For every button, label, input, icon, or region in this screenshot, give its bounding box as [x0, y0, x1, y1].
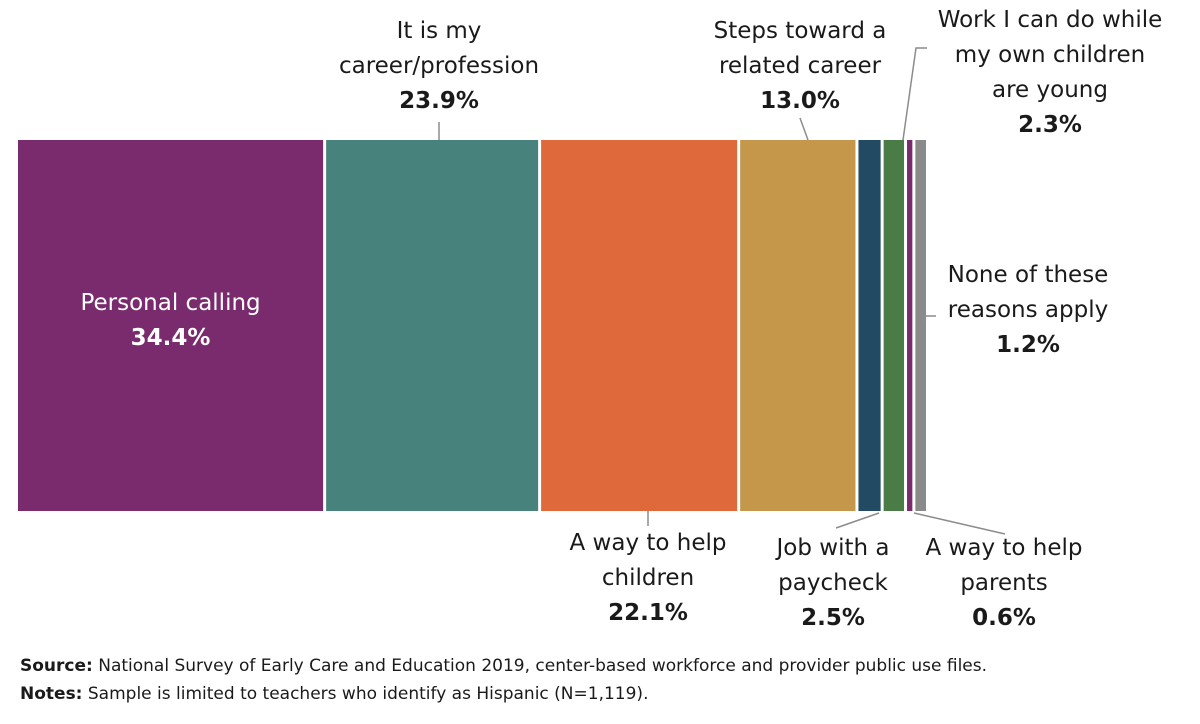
segment-label-line: paycheck	[778, 570, 888, 596]
segment-label-line: A way to help	[926, 535, 1083, 561]
segment-label-line: are young	[992, 77, 1108, 103]
segment-label-5: Job with a paycheck 2.5%	[775, 535, 890, 631]
bar-segment-1	[18, 140, 324, 511]
segment-value: 2.5%	[801, 605, 865, 631]
segment-label-line: career/profession	[339, 53, 539, 79]
segment-label-6: Work I can do while my own children are yo…	[938, 7, 1163, 138]
source-note: Source: National Survey of Early Care an…	[20, 654, 987, 678]
leader-lines	[438, 47, 1006, 535]
bar-segment-7	[907, 140, 913, 511]
segment-label-4: Steps toward a related career 13.0%	[714, 18, 887, 114]
segment-value: 23.9%	[399, 88, 479, 114]
leader-line-5	[835, 512, 880, 529]
segment-label-line: Personal calling	[80, 290, 260, 316]
segment-label-7: A way to help parents 0.6%	[926, 535, 1083, 631]
segment-label-3: A way to help children 22.1%	[570, 530, 727, 626]
bar-segment-5	[858, 140, 881, 511]
bar-segment-3	[541, 140, 738, 511]
segment-label-line: children	[602, 565, 694, 591]
segment-label-line: Work I can do while	[938, 7, 1163, 33]
leader-line-6	[902, 47, 927, 141]
segment-label-line: parents	[960, 570, 1047, 596]
bar-segment-6	[883, 140, 905, 511]
segment-value: 34.4%	[131, 325, 211, 351]
segment-label-line: It is my	[397, 18, 482, 44]
segment-label-line: Steps toward a	[714, 18, 887, 44]
segment-label-line: reasons apply	[948, 297, 1108, 323]
segment-value: 0.6%	[972, 605, 1036, 631]
notes-note: Notes: Sample is limited to teachers who…	[20, 682, 648, 706]
segment-label-line: A way to help	[570, 530, 727, 556]
segment-label-1: Personal calling 34.4%	[80, 290, 260, 351]
segment-value: 1.2%	[996, 332, 1060, 358]
bar-segment-4	[740, 140, 856, 511]
source-text: National Survey of Early Care and Educat…	[92, 656, 988, 676]
leader-line-8	[923, 315, 936, 324]
segment-value: 2.3%	[1018, 112, 1082, 138]
segment-value: 13.0%	[760, 88, 840, 114]
notes-label: Notes:	[20, 684, 83, 704]
segment-label-8: None of these reasons apply 1.2%	[948, 262, 1109, 358]
bar-segment-8	[915, 140, 926, 511]
leader-line-7	[913, 512, 1006, 535]
bar-segments	[18, 140, 926, 511]
segment-label-line: Job with a	[775, 535, 890, 561]
source-label: Source:	[20, 656, 93, 676]
segment-label-2: It is my career/profession 23.9%	[339, 18, 539, 114]
notes-text: Sample is limited to teachers who identi…	[82, 684, 649, 704]
segment-labels: Personal calling 34.4% It is my career/prof…	[80, 7, 1162, 631]
leader-line-4	[799, 117, 809, 141]
segment-label-line: my own children	[955, 42, 1145, 68]
segment-value: 22.1%	[608, 600, 688, 626]
segment-label-line: None of these	[948, 262, 1109, 288]
segment-label-line: related career	[719, 53, 882, 79]
bar-segment-2	[326, 140, 539, 511]
stacked-bar-chart: Personal calling 34.4% It is my career/prof…	[18, 7, 1162, 631]
